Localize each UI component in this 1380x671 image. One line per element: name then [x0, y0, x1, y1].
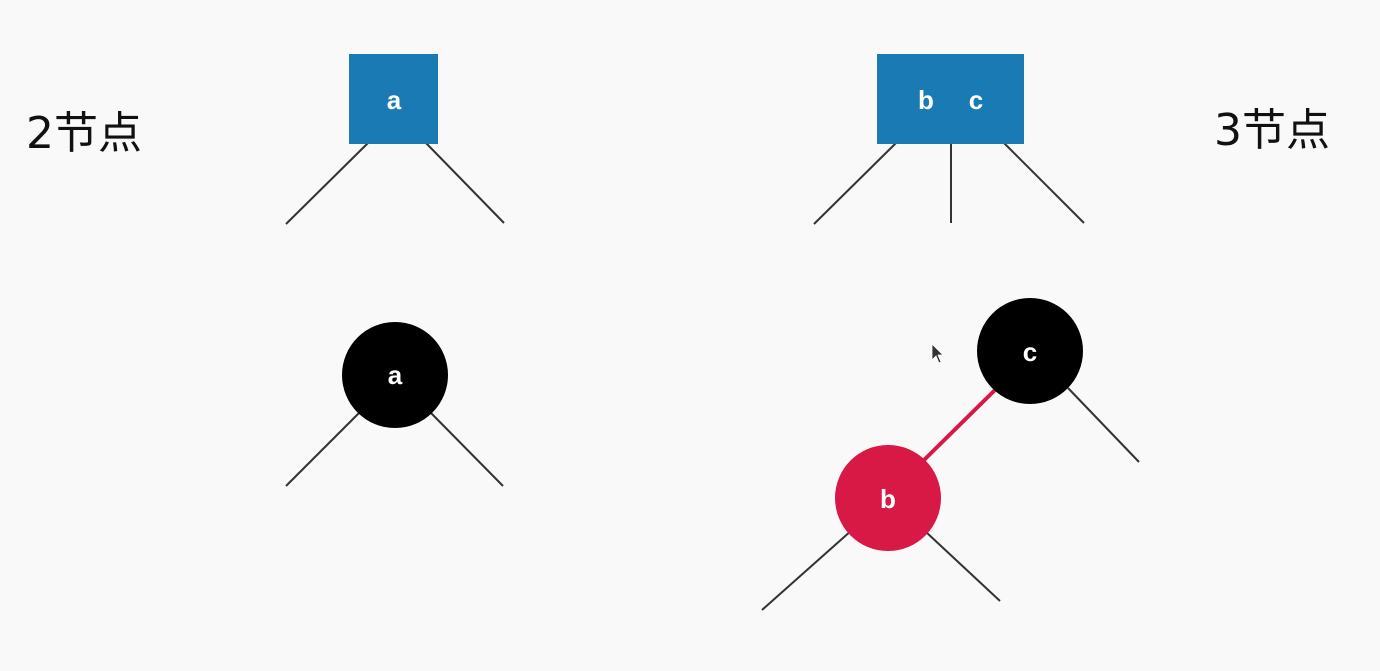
three-node-box-key-left: b — [918, 85, 934, 115]
three-node-rb-red-node-b — [835, 445, 941, 551]
three-node-rb-key-b: b — [880, 484, 896, 514]
three-node-rb-key-c: c — [1023, 337, 1037, 367]
three-node-rb-black-node-c — [977, 298, 1083, 404]
three-node-box-left-edge — [813, 142, 897, 225]
two-node-box-group: a — [285, 54, 505, 225]
two-node-box-right-edge — [425, 142, 505, 224]
three-node-label: 3节点 — [1214, 105, 1330, 156]
three-node-box-key-right: c — [969, 85, 983, 115]
two-node-box-left-edge — [285, 142, 369, 225]
two-node-rb-left-edge — [285, 411, 361, 487]
two-node-rb-right-edge — [429, 411, 504, 487]
three-node-rb-b-left-edge — [761, 529, 853, 611]
three-node-rb-c-right-edge — [1067, 387, 1140, 463]
two-node-label: 2节点 — [26, 108, 142, 159]
two-node-box — [349, 54, 438, 144]
three-node-box-right-edge — [1003, 142, 1085, 224]
mouse-pointer-icon — [931, 343, 944, 364]
three-node-box-group: b c — [813, 54, 1085, 225]
three-node-box — [877, 54, 1024, 144]
two-node-rb-key: a — [388, 360, 403, 390]
three-node-rb-red-link — [920, 387, 998, 464]
two-node-box-key: a — [387, 85, 402, 115]
three-node-rb-b-right-edge — [925, 531, 1001, 602]
two-node-rb-group: a — [285, 322, 504, 487]
three-node-rb-group: c b — [761, 298, 1140, 611]
two-node-rb-black-node — [342, 322, 448, 428]
